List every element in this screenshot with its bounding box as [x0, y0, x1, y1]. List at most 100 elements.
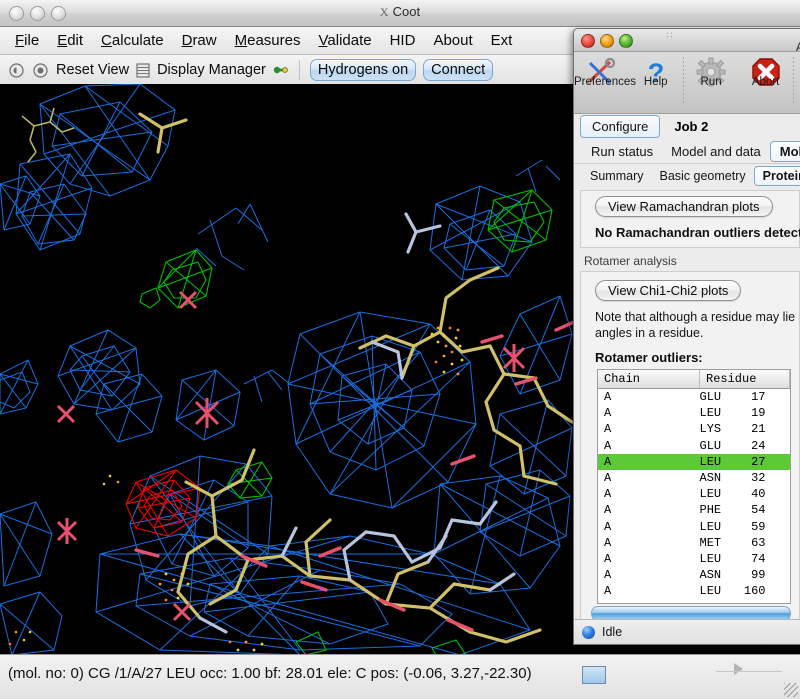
cell-residue: LEU 74	[699, 551, 766, 566]
table-row[interactable]: A LEU 40	[598, 486, 790, 502]
cell-residue: PHE 54	[699, 503, 766, 518]
preferences-label: Preferences	[574, 76, 637, 88]
table-row[interactable]: A LEU 27	[598, 453, 790, 470]
connect-button[interactable]: Connect	[423, 59, 494, 81]
view-chi1-chi2-plots-button[interactable]: View Chi1-Chi2 plots	[595, 280, 742, 301]
close-button[interactable]	[581, 34, 595, 48]
rotamer-panel: View Chi1-Chi2 plots Note that although …	[580, 271, 800, 630]
close-button[interactable]	[9, 6, 24, 21]
stop-x-icon	[738, 55, 792, 89]
tab-model-and-data[interactable]: Model and data	[671, 143, 761, 159]
contact-dots	[8, 326, 464, 652]
menu-validate[interactable]: Validate	[318, 32, 372, 49]
tab-job-2[interactable]: Job 2	[674, 119, 709, 134]
molprobity-toolbar[interactable]: Preferences ? Help	[574, 42, 800, 114]
table-row[interactable]: A MET 63	[598, 535, 790, 551]
coot-window-controls[interactable]	[9, 6, 66, 21]
gear-icon	[684, 55, 738, 89]
rotamer-note-line1: Note that although a residue may lie	[595, 310, 796, 324]
table-header-row: Chain Residue	[598, 370, 790, 389]
toolbar-divider-2	[792, 57, 794, 105]
play-triangle-icon[interactable]	[734, 663, 743, 675]
menu-about[interactable]: About	[433, 32, 473, 49]
table-row[interactable]: A LEU 160	[598, 583, 790, 599]
view-center-icon[interactable]	[32, 62, 49, 79]
result-tabs[interactable]: Run status Model and data MolProbit	[574, 139, 800, 164]
tab-protein[interactable]: Protein	[753, 165, 800, 186]
tab-run-status[interactable]: Run status	[591, 143, 654, 159]
cell-chain: A	[604, 422, 612, 437]
menu-draw[interactable]: Draw	[181, 32, 217, 49]
help-button[interactable]: ? Help	[628, 55, 682, 89]
menu-measures[interactable]: Measures	[234, 32, 301, 49]
display-manager-icon[interactable]	[136, 63, 150, 78]
reset-view-button[interactable]: Reset View	[56, 62, 130, 78]
table-row[interactable]: ALEU162	[598, 599, 790, 603]
table-row[interactable]: A GLU 17	[598, 389, 790, 406]
cell-residue: ASN 99	[699, 568, 766, 583]
zoom-button[interactable]	[619, 34, 633, 48]
tab-basic-geometry[interactable]: Basic geometry	[659, 168, 746, 183]
abort-button[interactable]: Abort	[738, 55, 792, 89]
model-carbon-bonds	[138, 112, 574, 644]
coot-window-title-text: Coot	[392, 4, 421, 19]
run-button[interactable]: Run	[684, 55, 738, 89]
display-manager-button[interactable]: Display Manager	[157, 62, 266, 78]
minimize-button[interactable]	[30, 6, 45, 21]
go-to-atom-icon[interactable]	[273, 63, 289, 77]
tools-icon	[574, 55, 628, 89]
cell-residue: LEU162	[700, 599, 790, 603]
table-row[interactable]: A LEU 59	[598, 519, 790, 535]
tab-configure[interactable]: Configure	[580, 115, 661, 138]
menu-extensions[interactable]: Ext	[490, 32, 513, 49]
rotamer-analysis-label: Rotamer analysis	[584, 254, 677, 268]
molprobity-status-bar: Idle	[574, 619, 800, 644]
menu-calculate[interactable]: Calculate	[101, 32, 164, 49]
scroll-widget[interactable]	[718, 659, 778, 695]
molprobity-titlebar: ∷	[574, 29, 800, 52]
cell-residue: ASN 32	[699, 471, 766, 486]
svg-text:?: ?	[647, 58, 664, 87]
hydrogens-toggle-button[interactable]: Hydrogens on	[309, 59, 417, 81]
table-row[interactable]: A ASN 99	[598, 567, 790, 583]
preferences-button[interactable]: Preferences	[574, 55, 637, 89]
toolbar-divider	[682, 57, 684, 105]
view-left-icon[interactable]	[8, 62, 25, 79]
menu-hid[interactable]: HID	[389, 32, 416, 49]
model-nitrogen-bonds	[198, 212, 516, 634]
rotamer-outliers-header: Rotamer outliers:	[595, 350, 703, 365]
help-label: Help	[643, 76, 668, 88]
titlebar-grip: ∷	[666, 30, 674, 40]
table-row[interactable]: A LYS 21	[598, 421, 790, 437]
cell-residue: GLU 17	[699, 390, 766, 405]
table-row[interactable]: A LEU 19	[598, 405, 790, 421]
molprobity-subtabs[interactable]: Summary Basic geometry Protein Cl	[574, 164, 800, 187]
column-chain[interactable]: Chain	[598, 370, 700, 389]
column-residue[interactable]: Residue	[699, 370, 790, 389]
cell-residue: LEU 27	[699, 453, 790, 470]
tab-molprobity[interactable]: MolProbit	[769, 140, 800, 162]
table-row[interactable]: A ASN 32	[598, 470, 790, 486]
next-toolbar-label: A	[794, 42, 800, 54]
cell-chain: A	[604, 390, 612, 405]
molprobity-window-controls[interactable]	[581, 34, 633, 48]
menu-edit[interactable]: Edit	[57, 32, 84, 49]
minimize-button[interactable]	[600, 34, 614, 48]
resize-grip[interactable]	[784, 683, 798, 697]
zoom-button[interactable]	[51, 6, 66, 21]
view-ramachandran-plots-button[interactable]: View Ramachandran plots	[595, 196, 773, 217]
cell-chain: A	[598, 453, 700, 470]
run-label: Run	[700, 76, 722, 88]
color-swatch[interactable]	[582, 666, 606, 684]
rotamer-outliers-table[interactable]: Chain Residue A GLU 17 A LEU 19 A LYS 21 A GLU 24 A L…	[597, 369, 791, 604]
ramachandran-message: No Ramachandran outliers detecte	[595, 225, 800, 240]
table-row[interactable]: A GLU 24	[598, 438, 790, 454]
menu-file[interactable]: File	[15, 32, 40, 49]
molprobity-window: ∷ Preferences ? Help	[573, 28, 800, 645]
table-row[interactable]: A LEU 74	[598, 551, 790, 567]
cell-chain: A	[604, 551, 612, 566]
table-row[interactable]: A PHE 54	[598, 502, 790, 518]
small-ligand-sticks	[21, 107, 75, 163]
tab-summary[interactable]: Summary	[590, 168, 644, 183]
job-tabs[interactable]: Configure Job 2	[574, 114, 800, 139]
